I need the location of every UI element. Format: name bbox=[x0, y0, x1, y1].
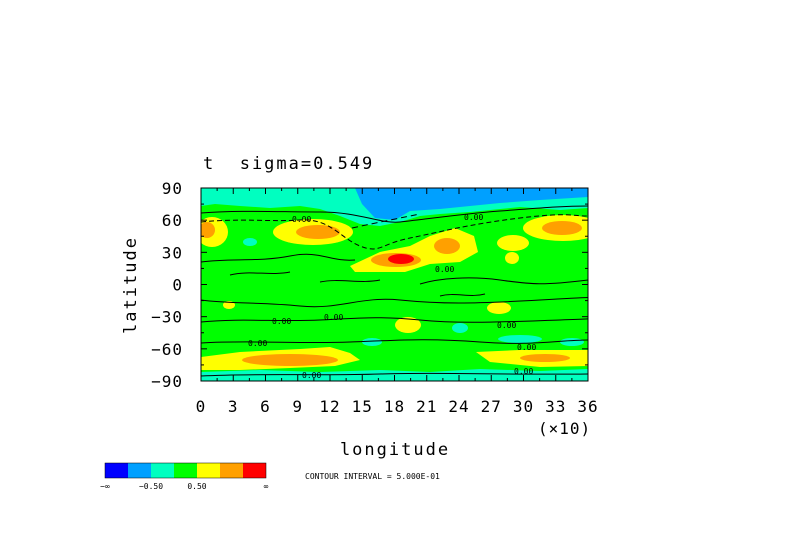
orange-high bbox=[434, 238, 460, 254]
y-tick-label: −60 bbox=[151, 340, 183, 359]
x-tick-label: 18 bbox=[384, 397, 405, 416]
legend-label: ∞ bbox=[264, 482, 269, 491]
y-tick-label: 90 bbox=[162, 179, 183, 198]
orange-high bbox=[520, 354, 570, 362]
x-tick-label: 3 bbox=[228, 397, 239, 416]
legend-swatch bbox=[197, 463, 220, 478]
contour-label: 0.00 bbox=[464, 213, 483, 222]
legend-swatch bbox=[174, 463, 197, 478]
y-tick-label: 60 bbox=[162, 211, 183, 230]
x-multiplier-label: (×10) bbox=[538, 419, 591, 438]
contour-label: 0.00 bbox=[517, 343, 536, 352]
blue-region-north bbox=[355, 188, 588, 220]
orange-high bbox=[201, 222, 215, 238]
x-axis-label: longitude bbox=[340, 440, 450, 460]
contour-label: 0.00 bbox=[292, 215, 311, 224]
x-ticks: 0 3 6 9 12 15 18 21 24 27 30 33 36 bbox=[196, 188, 598, 416]
contour-label: 0.00 bbox=[248, 339, 267, 348]
legend-label: −∞ bbox=[100, 482, 110, 491]
x-tick-label: 6 bbox=[260, 397, 271, 416]
orange-high bbox=[242, 354, 338, 366]
cyan-patch bbox=[498, 335, 542, 343]
yellow-high bbox=[497, 235, 529, 251]
x-tick-label: 21 bbox=[416, 397, 437, 416]
contour-label: 0.00 bbox=[497, 321, 516, 330]
x-tick-label: 24 bbox=[448, 397, 469, 416]
yellow-high bbox=[395, 317, 421, 333]
legend-swatch bbox=[128, 463, 151, 478]
contour-labels: 0.00 0.00 0.00 0.00 0.00 0.00 0.00 0.00 … bbox=[248, 213, 536, 380]
color-legend: −∞ −0.50 0.50 ∞ bbox=[100, 462, 269, 491]
contour-label: 0.00 bbox=[272, 317, 291, 326]
legend-swatch bbox=[105, 463, 128, 478]
contour-label: 0.00 bbox=[324, 313, 343, 322]
yellow-high bbox=[505, 252, 519, 264]
x-tick-label: 36 bbox=[577, 397, 598, 416]
legend-swatch bbox=[220, 463, 243, 478]
cyan-patch bbox=[560, 338, 584, 346]
contour-label: 0.00 bbox=[435, 265, 454, 274]
legend-swatch bbox=[151, 463, 174, 478]
contour-label: 0.00 bbox=[514, 367, 533, 376]
y-tick-label: −90 bbox=[151, 372, 183, 391]
red-high bbox=[388, 254, 414, 264]
y-tick-label: 0 bbox=[172, 276, 183, 295]
contour-lines bbox=[201, 205, 588, 377]
x-tick-label: 30 bbox=[513, 397, 534, 416]
contour-interval-text: CONTOUR INTERVAL = 5.000E-01 bbox=[305, 472, 440, 481]
legend-label: −0.50 bbox=[139, 482, 163, 491]
cyan-patch bbox=[243, 238, 257, 246]
x-tick-label: 12 bbox=[319, 397, 340, 416]
y-axis-label: latitude bbox=[121, 236, 141, 334]
chart-title: t sigma=0.549 bbox=[203, 154, 374, 174]
y-ticks: 90 60 30 0 −30 −60 −90 bbox=[151, 179, 588, 391]
contour-field: 0.00 0.00 0.00 0.00 0.00 0.00 0.00 0.00 … bbox=[201, 188, 588, 381]
y-tick-label: 30 bbox=[162, 243, 183, 262]
cyan-patch bbox=[362, 338, 382, 346]
yellow-high bbox=[223, 301, 235, 309]
x-tick-label: 33 bbox=[545, 397, 566, 416]
contour-label: 0.00 bbox=[302, 371, 321, 380]
x-tick-label: 15 bbox=[352, 397, 373, 416]
orange-high bbox=[296, 225, 340, 239]
yellow-high bbox=[487, 302, 511, 314]
legend-frame bbox=[104, 462, 267, 479]
x-tick-label: 0 bbox=[196, 397, 207, 416]
orange-high bbox=[542, 221, 582, 235]
legend-swatch bbox=[243, 463, 266, 478]
x-tick-label: 27 bbox=[481, 397, 502, 416]
legend-label: 0.50 bbox=[187, 482, 206, 491]
y-tick-label: −30 bbox=[151, 308, 183, 327]
cyan-patch bbox=[452, 323, 468, 333]
x-tick-label: 9 bbox=[292, 397, 303, 416]
